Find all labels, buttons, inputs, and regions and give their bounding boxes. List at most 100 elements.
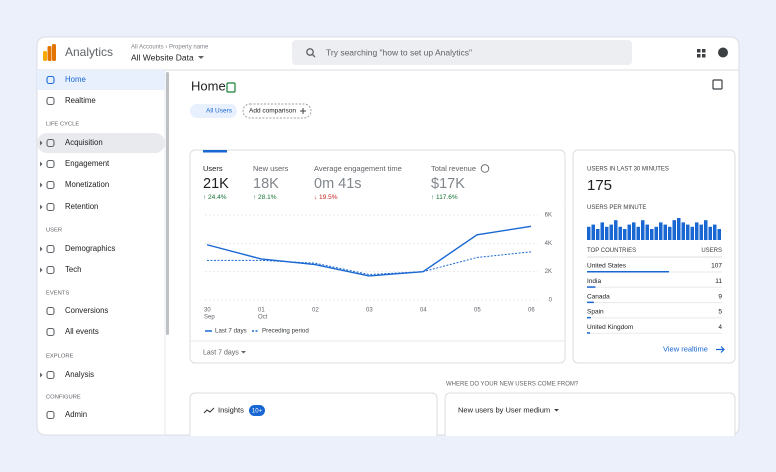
metric-change: ↓ 19.5% <box>314 194 338 201</box>
per-minute-bar <box>717 229 721 240</box>
scrollbar <box>166 72 169 335</box>
per-minute-bar <box>695 222 699 240</box>
expand-icon <box>40 161 43 167</box>
nav-icon <box>46 370 55 380</box>
per-minute-bar <box>668 226 672 240</box>
nav-item[interactable]: Tech <box>65 265 81 274</box>
metric-change: ↑ 117.6% <box>431 194 458 201</box>
nav-icon <box>46 410 55 420</box>
nav-item[interactable]: Acquisition <box>65 138 103 147</box>
users-source-title[interactable]: New users by User medium <box>458 405 550 414</box>
series-line <box>206 225 532 277</box>
metric-label[interactable]: Users <box>203 164 223 173</box>
plus-icon <box>300 108 306 114</box>
verified-icon <box>226 82 236 93</box>
realtime-users: 175 <box>587 177 612 194</box>
per-minute-bar <box>690 226 694 240</box>
nav-item[interactable]: All events <box>65 327 99 336</box>
nav-icon <box>46 138 55 148</box>
country-bar <box>587 286 596 288</box>
nav-item[interactable]: Admin <box>65 410 87 419</box>
y-tick-label: 0 <box>549 298 553 304</box>
metric-label[interactable]: Average engagement time <box>314 164 402 173</box>
nav-heading: LIFE CYCLE <box>46 122 79 128</box>
nav-icon <box>46 75 55 85</box>
dropdown-icon <box>554 409 559 412</box>
users-source-card <box>444 392 736 444</box>
nav-item[interactable]: Home <box>65 75 86 84</box>
metric-value: $17K <box>431 176 465 192</box>
per-minute-bar <box>587 226 591 240</box>
search-bar[interactable] <box>292 40 632 65</box>
x-tick-label: 30 <box>204 308 211 314</box>
arrow-icon <box>716 346 725 353</box>
per-minute-bar <box>713 224 717 240</box>
apps-icon <box>697 49 701 53</box>
nav-item[interactable]: Demographics <box>65 244 115 253</box>
nav-heading: EVENTS <box>46 291 69 297</box>
country-name: Canada <box>587 293 610 300</box>
country-name: India <box>587 278 601 285</box>
help-icon <box>718 47 728 58</box>
apps-icon <box>697 54 701 58</box>
per-minute-bar <box>623 229 627 240</box>
nav-hover <box>37 133 165 153</box>
add-comparison[interactable]: Add comparison <box>249 108 296 115</box>
country-users: 107 <box>711 263 722 270</box>
page-bottom <box>0 436 776 472</box>
nav-icon <box>46 96 55 106</box>
nav-item[interactable]: Monetization <box>65 180 109 189</box>
property-selector[interactable]: All Website Data <box>131 52 194 62</box>
legend-label: Preceding period <box>262 328 309 335</box>
add-comparison-chip[interactable] <box>242 103 312 119</box>
product-name: Analytics <box>65 45 113 59</box>
per-minute-bar <box>672 220 676 240</box>
nav-selected <box>37 70 165 90</box>
metric-value: 21K <box>203 176 229 192</box>
x-tick-sublabel: Sep <box>204 315 215 321</box>
users-source-question: WHERE DO YOUR NEW USERS COME FROM? <box>446 382 579 388</box>
per-minute-bar <box>609 224 613 240</box>
x-tick-label: 03 <box>366 308 373 314</box>
nav-item[interactable]: Realtime <box>65 96 96 105</box>
insights-badge-bg <box>249 405 265 416</box>
per-minute-bar <box>681 222 685 240</box>
country-users: 5 <box>718 309 722 316</box>
country-bar <box>587 332 591 334</box>
series-line <box>207 251 532 276</box>
x-tick-sublabel: Oct <box>258 315 268 321</box>
per-minute-bar <box>677 218 681 240</box>
nav-icon <box>46 180 55 190</box>
date-selector[interactable]: Last 7 days <box>203 349 239 356</box>
country-users: 11 <box>715 278 722 285</box>
expand-icon <box>40 246 43 252</box>
nav-item[interactable]: Retention <box>65 202 98 211</box>
nav-icon <box>46 306 55 316</box>
country-name: United Kingdom <box>587 324 633 331</box>
info-icon <box>480 164 490 173</box>
expand-icon <box>40 204 43 210</box>
x-tick-label: 05 <box>474 308 481 314</box>
insights-icon <box>203 407 215 414</box>
per-minute-bar <box>708 226 712 240</box>
y-tick-label: 4K <box>545 241 552 247</box>
metric-label[interactable]: New users <box>253 164 289 173</box>
nav-item[interactable]: Conversions <box>65 306 108 315</box>
insights-title: Insights <box>218 405 244 414</box>
metric-change: ↑ 24.4% <box>203 194 227 201</box>
x-tick-label: 01 <box>258 308 265 314</box>
nav-heading: CONFIGURE <box>46 395 81 401</box>
nav-item[interactable]: Analysis <box>65 370 94 379</box>
insights-card <box>189 392 438 444</box>
per-minute-bar <box>650 229 654 240</box>
nav-item[interactable]: Engagement <box>65 159 110 168</box>
per-minute-bar <box>600 222 604 240</box>
view-realtime-link[interactable]: View realtime <box>663 344 708 353</box>
metric-label[interactable]: Total revenue <box>431 164 476 173</box>
selected-metric-bar <box>203 150 227 153</box>
expand-icon <box>40 267 43 273</box>
country-users: 4 <box>718 324 722 331</box>
logo <box>47 46 52 61</box>
search-placeholder[interactable]: Try searching "how to set up Analytics" <box>326 47 472 57</box>
